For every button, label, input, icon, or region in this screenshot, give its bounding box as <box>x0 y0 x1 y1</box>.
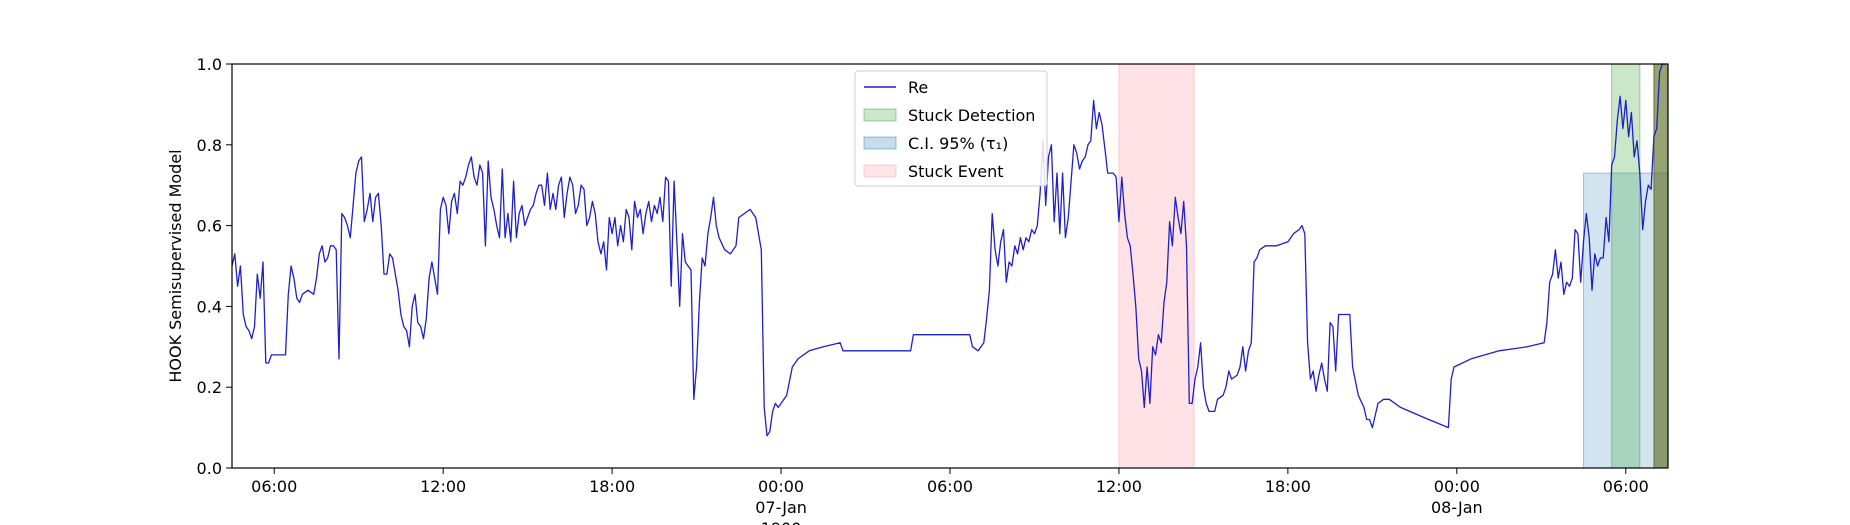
y-axis: 0.0 0.2 0.4 0.6 0.8 1.0 <box>197 55 232 478</box>
x-tick-label: 06:00 <box>927 477 973 496</box>
region-stuck-event-0 <box>1118 63 1195 469</box>
x-tick-label: 00:00 <box>1434 477 1480 496</box>
x-tick-label: 06:00 <box>1603 477 1649 496</box>
region-stuck-detection-2 <box>1611 63 1641 469</box>
legend-label-c-i-95: C.I. 95% (τ₁) <box>908 134 1008 153</box>
series-line-re <box>231 63 1666 437</box>
y-axis-label: HOOK Semisupervised Model <box>166 149 185 382</box>
y-tick-label: 0.0 <box>197 459 222 478</box>
y-tick-label: 0.4 <box>197 297 222 316</box>
x-tick-year-label: 1900 <box>761 519 802 525</box>
x-tick-label: 18:00 <box>589 477 635 496</box>
legend-label-stuck-event: Stuck Event <box>908 162 1004 181</box>
x-axis: 06:00 12:00 18:00 00:00 07-Jan 1900 06:00 12:00… <box>251 468 1649 525</box>
x-tick-date-label: 07-Jan <box>755 498 807 517</box>
x-tick-date-label: 08-Jan <box>1431 498 1483 517</box>
x-tick-label: 12:00 <box>420 477 466 496</box>
series-layer <box>231 63 1666 437</box>
legend-box <box>854 70 1048 187</box>
legend-swatch-stuck-detection <box>863 108 897 122</box>
y-tick-label: 1.0 <box>197 55 222 74</box>
x-tick-label: 12:00 <box>1096 477 1142 496</box>
x-tick-label: 00:00 <box>758 477 804 496</box>
y-tick-label: 0.8 <box>197 136 222 155</box>
legend: Re Stuck Detection C.I. 95% (τ₁) Stuck Even… <box>854 70 1048 187</box>
legend-swatch-c-i-95 <box>863 136 897 150</box>
shaded-regions <box>1118 63 1669 469</box>
x-tick-label: 18:00 <box>1265 477 1311 496</box>
legend-label-re: Re <box>908 78 928 97</box>
region-stuck-detection-dark--4 <box>1653 63 1669 469</box>
x-tick-label: 06:00 <box>251 477 297 496</box>
y-tick-label: 0.6 <box>197 217 222 236</box>
y-tick-label: 0.2 <box>197 378 222 397</box>
legend-label-stuck-detection: Stuck Detection <box>908 106 1035 125</box>
legend-swatch-stuck-event <box>863 164 897 178</box>
